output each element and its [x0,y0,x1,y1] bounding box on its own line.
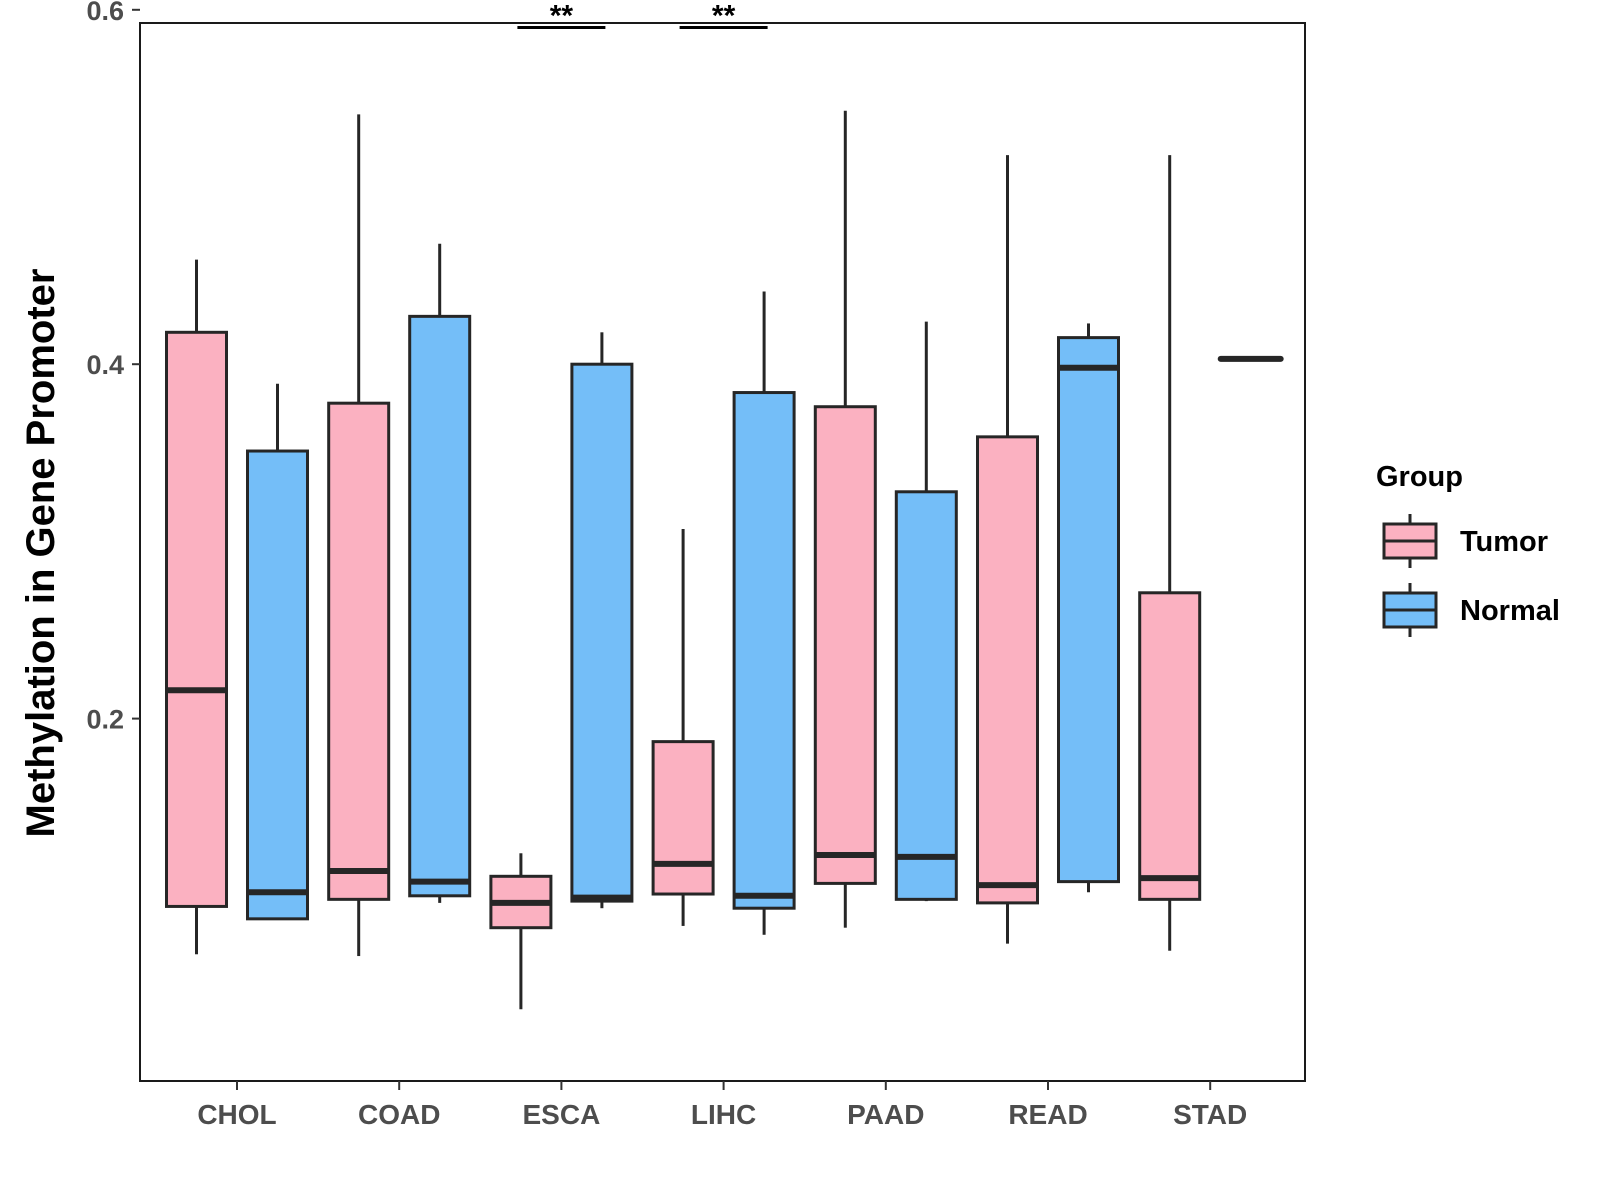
iqr-box [246,449,309,921]
box-tumor-stad [1138,155,1202,951]
iqr-box [651,740,715,896]
iqr-box [165,330,228,908]
y-tick-label: 0.4 [86,350,124,380]
x-tick-label-read: READ [1008,1099,1087,1130]
significance-label: ** [712,0,736,33]
box-normal-esca [570,332,634,909]
iqr-box [408,314,472,898]
x-tick-label-coad: COAD [358,1099,440,1130]
legend-item-normal: Normal [1382,583,1560,637]
y-tick-label: 0.2 [86,705,124,735]
iqr-box [813,405,877,885]
legend-label: Normal [1460,595,1560,627]
significance-lihc: ** [679,0,768,33]
legend-title: Group [1376,461,1463,493]
iqr-box [1138,591,1202,901]
iqr-box [894,490,958,901]
plot-marks: ** ** [165,0,1284,1010]
y-axis-title: Methylation in Gene Promoter [19,269,63,838]
significance-label: ** [550,0,574,33]
x-axis: CHOL COAD ESCA LIHC PAAD READ STAD [197,1081,1247,1130]
iqr-box [327,401,391,901]
box-tumor-paad [813,110,877,928]
iqr-box [570,362,634,903]
x-tick-label-paad: PAAD [847,1099,924,1130]
legend-item-tumor: Tumor [1382,514,1548,568]
y-tick-label: 0.6 [86,0,124,26]
legend: Group Tumor Normal [1376,461,1560,637]
box-normal-coad [408,243,472,903]
y-axis: 0.2 0.4 0.6 [86,0,140,735]
box-normal-lihc [732,291,796,935]
iqr-box [1057,336,1120,884]
box-normal-read [1057,323,1120,893]
box-tumor-chol [165,259,228,955]
x-tick-label-lihc: LIHC [691,1099,756,1130]
plot-panel-border [139,22,1306,1082]
significance-esca: ** [517,0,606,33]
box-tumor-coad [327,114,391,957]
x-tick-label-esca: ESCA [523,1099,601,1130]
box-normal-chol [246,383,309,921]
x-tick-label-stad: STAD [1173,1099,1247,1130]
iqr-box [976,435,1039,905]
box-tumor-read [976,155,1039,944]
box-normal-paad [894,321,958,902]
iqr-box [732,391,796,910]
x-tick-label-chol: CHOL [197,1099,276,1130]
box-tumor-lihc [651,528,715,926]
legend-label: Tumor [1460,526,1548,558]
box-tumor-esca [489,853,553,1010]
